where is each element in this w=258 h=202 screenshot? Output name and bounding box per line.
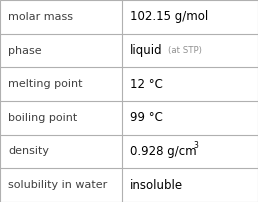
Text: 12 °C: 12 °C — [130, 78, 163, 91]
Text: melting point: melting point — [8, 79, 83, 89]
Text: solubility in water: solubility in water — [8, 180, 107, 190]
Text: 102.15 g/mol: 102.15 g/mol — [130, 10, 208, 23]
Text: 3: 3 — [194, 141, 199, 150]
Text: boiling point: boiling point — [8, 113, 77, 123]
Text: phase: phase — [8, 45, 42, 56]
Text: molar mass: molar mass — [8, 12, 73, 22]
Text: 0.928 g/cm: 0.928 g/cm — [130, 145, 196, 158]
Text: density: density — [8, 146, 49, 157]
Text: liquid: liquid — [130, 44, 162, 57]
Text: 99 °C: 99 °C — [130, 111, 163, 124]
Text: (at STP): (at STP) — [168, 46, 202, 55]
Text: insoluble: insoluble — [130, 179, 183, 192]
